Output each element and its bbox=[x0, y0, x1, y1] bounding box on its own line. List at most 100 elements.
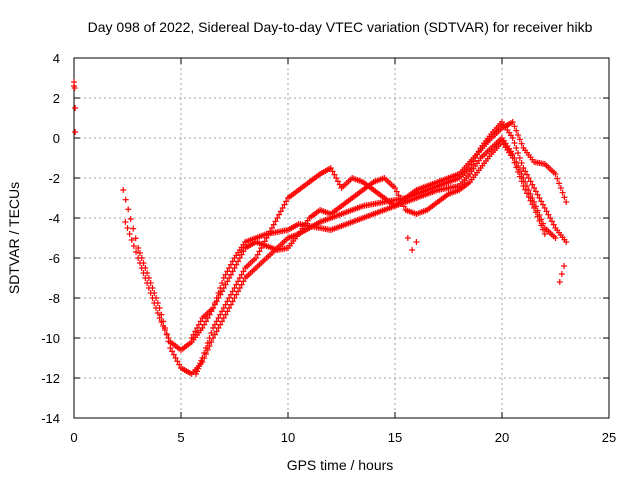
data-point-track-3 bbox=[263, 235, 270, 241]
data-point-track-1 bbox=[515, 150, 522, 156]
data-point-track-3 bbox=[220, 305, 227, 311]
data-point-track-2 bbox=[142, 275, 149, 281]
data-point-short-segments bbox=[556, 279, 563, 285]
data-point-track-3 bbox=[331, 171, 338, 178]
data-point-track-3 bbox=[336, 181, 343, 188]
data-point-track-2 bbox=[199, 325, 206, 331]
data-point-track-3 bbox=[233, 281, 240, 288]
data-point-track-1 bbox=[240, 278, 247, 285]
x-tick-labels: 0 5 10 15 20 25 bbox=[70, 430, 616, 445]
data-point-track-4 bbox=[211, 301, 218, 308]
data-point-track-2 bbox=[158, 319, 165, 325]
data-point-track-1 bbox=[548, 218, 555, 225]
data-point-track-4 bbox=[397, 196, 404, 202]
data-point-track-3 bbox=[202, 345, 209, 351]
data-point-track-1 bbox=[122, 196, 129, 203]
data-point-track-4 bbox=[531, 205, 538, 211]
data-point-track-3 bbox=[213, 318, 220, 325]
data-point-track-1 bbox=[215, 325, 222, 331]
data-point-track-4 bbox=[233, 261, 240, 268]
data-point-track-1 bbox=[511, 140, 518, 146]
data-point-track-1 bbox=[127, 216, 134, 222]
data-point-track-4 bbox=[215, 295, 222, 301]
data-point-track-4 bbox=[213, 298, 220, 305]
data-point-track-3 bbox=[274, 215, 281, 221]
data-point-track-4 bbox=[523, 190, 530, 197]
data-point-track-3 bbox=[333, 175, 340, 181]
y-tick-label: -2 bbox=[48, 171, 60, 186]
data-point-track-3 bbox=[208, 330, 215, 336]
data-point-track-4 bbox=[190, 331, 197, 338]
data-point-track-1 bbox=[174, 358, 181, 365]
data-point-track-3 bbox=[201, 350, 208, 356]
x-axis-label: GPS time / hours bbox=[287, 457, 394, 473]
data-point-track-3 bbox=[561, 194, 568, 201]
data-point-track-3 bbox=[222, 301, 229, 308]
data-point-track-1 bbox=[531, 185, 538, 191]
data-point-track-2 bbox=[520, 175, 527, 181]
data-point-track-4 bbox=[522, 186, 529, 193]
data-point-track-3 bbox=[229, 288, 236, 295]
data-point-track-4 bbox=[540, 226, 547, 233]
data-point-track-2 bbox=[140, 270, 147, 276]
data-point-track-1 bbox=[132, 235, 139, 242]
data-point-track-2 bbox=[154, 310, 161, 316]
data-point-track-4 bbox=[220, 285, 227, 291]
data-point-track-4 bbox=[520, 183, 527, 189]
data-point-track-3 bbox=[252, 255, 259, 261]
data-point-short-segments bbox=[404, 235, 411, 241]
data-point-track-1 bbox=[176, 361, 183, 368]
data-point-track-1 bbox=[529, 181, 536, 188]
data-point-track-2 bbox=[229, 258, 236, 265]
data-point-track-2 bbox=[144, 280, 151, 286]
data-point-track-1 bbox=[532, 188, 539, 195]
data-point-short-segments bbox=[409, 247, 416, 253]
data-point-track-3 bbox=[192, 371, 199, 377]
data-point-track-3 bbox=[217, 311, 224, 318]
data-point-track-3 bbox=[227, 291, 234, 298]
data-point-short-segments bbox=[413, 239, 420, 245]
data-point-track-1 bbox=[545, 211, 552, 218]
data-point-track-2 bbox=[153, 305, 160, 311]
data-point-track-3 bbox=[195, 365, 202, 372]
data-point-track-3 bbox=[199, 355, 206, 361]
y-tick-label: 2 bbox=[53, 91, 60, 106]
data-point-track-1 bbox=[235, 288, 242, 295]
data-point-track-4 bbox=[231, 265, 238, 271]
data-point-track-3 bbox=[265, 231, 272, 238]
data-point-track-4 bbox=[235, 258, 242, 265]
data-point-track-1 bbox=[226, 305, 233, 311]
data-point-track-3 bbox=[198, 357, 205, 364]
data-point-track-4 bbox=[513, 164, 520, 171]
y-tick-label: -8 bbox=[48, 291, 60, 306]
data-point-track-1 bbox=[536, 195, 543, 201]
data-point-track-1 bbox=[238, 281, 245, 288]
data-point-track-1 bbox=[229, 298, 236, 305]
data-point-track-4 bbox=[536, 218, 543, 224]
data-point-track-1 bbox=[136, 250, 143, 256]
x-tick-label: 20 bbox=[495, 430, 509, 445]
data-point-track-4 bbox=[227, 271, 234, 278]
data-point-track-3 bbox=[236, 275, 243, 281]
data-point-track-3 bbox=[254, 251, 261, 258]
data-point-track-2 bbox=[161, 327, 168, 333]
data-point-track-1 bbox=[525, 175, 532, 181]
data-point-track-3 bbox=[327, 165, 334, 171]
data-point-track-3 bbox=[281, 201, 288, 208]
data-point-track-3 bbox=[513, 127, 520, 134]
data-point-track-1 bbox=[518, 160, 525, 166]
data-point-track-3 bbox=[204, 340, 211, 346]
data-point-track-2 bbox=[133, 249, 140, 255]
data-point-track-2 bbox=[138, 265, 145, 271]
data-point-track-1 bbox=[170, 351, 177, 358]
data-point-track-4 bbox=[238, 251, 245, 258]
data-point-track-4 bbox=[194, 325, 201, 331]
data-point-track-3 bbox=[238, 271, 245, 278]
data-point-track-4 bbox=[392, 185, 398, 191]
data-point-track-3 bbox=[509, 119, 516, 125]
data-point-track-3 bbox=[277, 208, 284, 215]
data-point-track-1 bbox=[220, 315, 227, 321]
data-point-track-1 bbox=[167, 345, 174, 351]
data-point-track-1 bbox=[224, 308, 231, 315]
